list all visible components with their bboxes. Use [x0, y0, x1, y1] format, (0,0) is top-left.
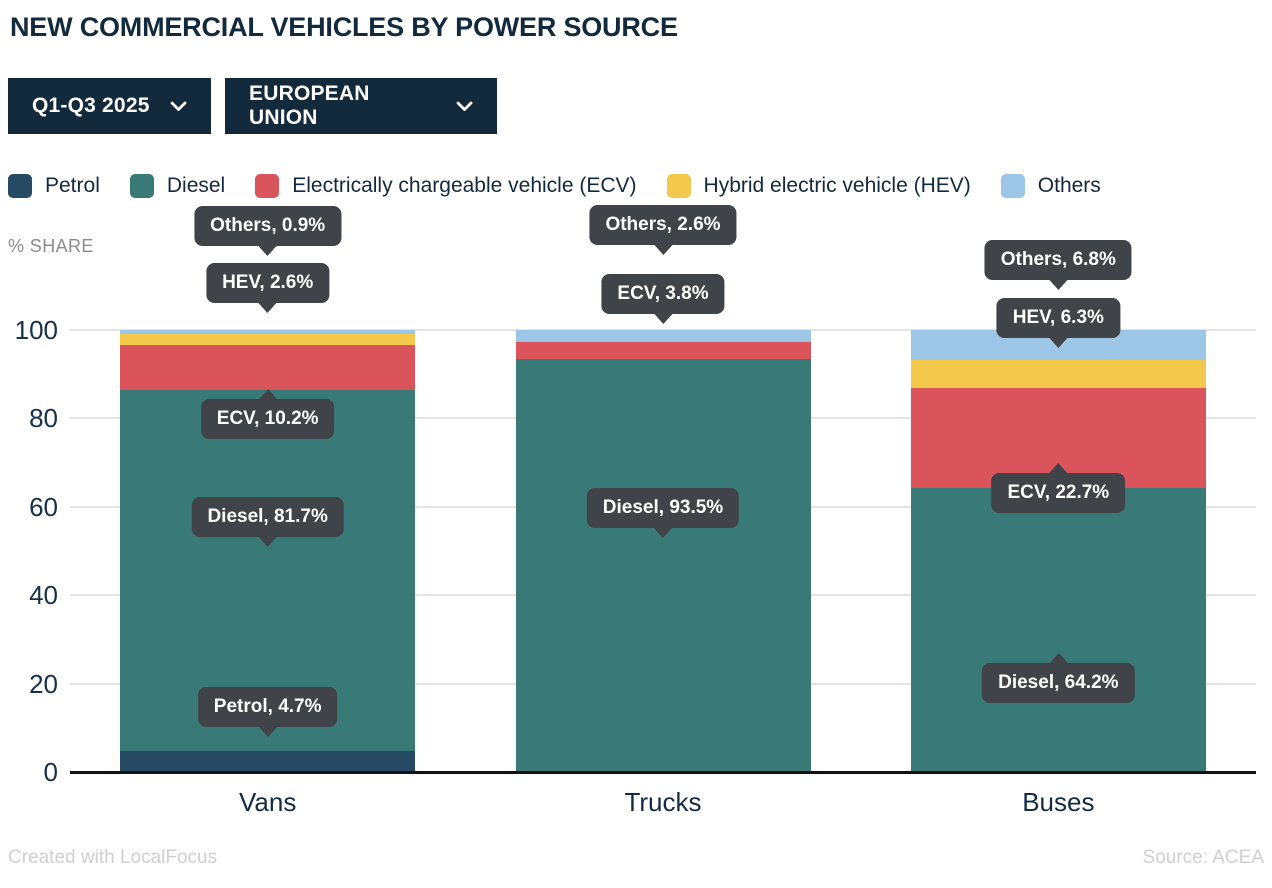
- bar-buses: [910, 330, 1206, 772]
- legend-swatch-diesel: [129, 174, 154, 198]
- chevron-down-icon: [170, 101, 187, 111]
- legend-label: Hybrid electric vehicle (HEV): [703, 174, 971, 197]
- legend-label: Electrically chargeable vehicle (ECV): [292, 174, 637, 197]
- region-dropdown-label: EUROPEAN UNION: [249, 82, 370, 129]
- bar-segment-electrically-chargeable-vehicle-ecv: [515, 341, 811, 359]
- data-label-tooltip-vans-electrically-chargeable-vehicle-ecv: ECV, 10.2%: [200, 389, 335, 439]
- gridline: [70, 329, 1256, 331]
- data-label-tooltip-buses-hybrid-electric-vehicle-hev: HEV, 6.3%: [996, 298, 1120, 348]
- legend-item-diesel: Diesel: [129, 174, 226, 198]
- y-axis-tick-label: 80: [29, 403, 58, 434]
- data-label-tooltip-buses-diesel: Diesel, 64.2%: [982, 653, 1135, 703]
- x-axis-category-label: Vans: [238, 787, 297, 817]
- legend-swatch-petrol: [8, 174, 32, 198]
- y-axis-tick-label: 0: [43, 757, 58, 787]
- bar-segment-diesel: [910, 488, 1206, 772]
- bar-segment-hybrid-electric-vehicle-hev: [120, 333, 416, 346]
- data-label-tooltip-buses-electrically-chargeable-vehicle-ecv: ECV, 22.7%: [991, 463, 1126, 513]
- legend-swatch-electrically-chargeable-vehicle-ecv: [255, 174, 280, 198]
- bar-segment-electrically-chargeable-vehicle-ecv: [120, 345, 416, 391]
- legend-swatch-hybrid-electric-vehicle-hev: [666, 174, 691, 198]
- legend-label: Petrol: [45, 174, 100, 197]
- bar-segment-diesel: [515, 358, 811, 772]
- data-label-tooltip-vans-petrol: Petrol, 4.7%: [197, 687, 338, 737]
- source-text: Source: ACEA: [1142, 847, 1264, 868]
- chevron-down-icon: [456, 101, 473, 111]
- bar-segment-hybrid-electric-vehicle-hev: [910, 360, 1206, 388]
- legend-label: Diesel: [166, 174, 226, 197]
- y-axis-tick-label: 20: [29, 668, 58, 699]
- data-label-tooltip-trucks-diesel: Diesel, 93.5%: [586, 488, 740, 538]
- data-label-tooltip-vans-others: Others, 0.9%: [194, 206, 342, 256]
- credit-text: Created with LocalFocus: [8, 847, 218, 868]
- y-axis-title: % SHARE: [8, 236, 94, 256]
- legend: Petrol Diesel Electrically chargeable vehi…: [8, 174, 1101, 198]
- data-label-tooltip-trucks-others: Others, 2.6%: [589, 205, 737, 255]
- y-axis-tick-label: 100: [14, 315, 58, 345]
- period-dropdown-label: Q1-Q3 2025: [32, 94, 150, 117]
- y-axis-tick-label: 40: [29, 580, 58, 611]
- x-axis-line: [70, 771, 1256, 774]
- legend-item-petrol: Petrol: [8, 174, 100, 198]
- data-label-tooltip-buses-others: Others, 6.8%: [984, 240, 1132, 290]
- x-axis-category-label: Buses: [1022, 787, 1095, 817]
- legend-item-others: Others: [1000, 174, 1101, 198]
- data-label-tooltip-trucks-electrically-chargeable-vehicle-ecv: ECV, 3.8%: [601, 274, 725, 324]
- data-label-tooltip-vans-diesel: Diesel, 81.7%: [191, 497, 344, 547]
- legend-swatch-others: [1000, 174, 1025, 198]
- period-dropdown[interactable]: Q1-Q3 2025: [8, 78, 211, 134]
- x-axis-category-label: Trucks: [624, 787, 702, 817]
- data-label-tooltip-vans-hybrid-electric-vehicle-hev: HEV, 2.6%: [206, 263, 330, 313]
- y-axis-tick-label: 60: [29, 491, 58, 522]
- legend-label: Others: [1037, 174, 1101, 197]
- bar-trucks: [515, 330, 811, 772]
- bar-segment-others: [515, 330, 811, 342]
- bar-segment-others: [120, 330, 416, 334]
- bar-segment-petrol: [120, 751, 416, 772]
- legend-item-electrically-chargeable-vehicle-ecv: Electrically chargeable vehicle (ECV): [255, 174, 637, 198]
- legend-item-hybrid-electric-vehicle-hev: Hybrid electric vehicle (HEV): [666, 174, 971, 198]
- region-dropdown[interactable]: EUROPEAN UNION: [225, 78, 497, 134]
- page-title: NEW COMMERCIAL VEHICLES BY POWER SOURCE: [10, 12, 678, 42]
